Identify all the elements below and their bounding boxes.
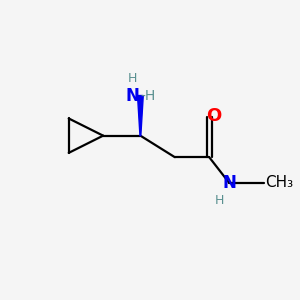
Text: CH₃: CH₃ [265, 176, 293, 190]
Text: O: O [206, 106, 221, 124]
Text: -H: -H [140, 88, 156, 103]
Text: H: H [128, 73, 137, 85]
Polygon shape [137, 95, 143, 136]
Text: N: N [222, 174, 236, 192]
Text: H: H [214, 194, 224, 207]
Text: N: N [125, 86, 139, 104]
